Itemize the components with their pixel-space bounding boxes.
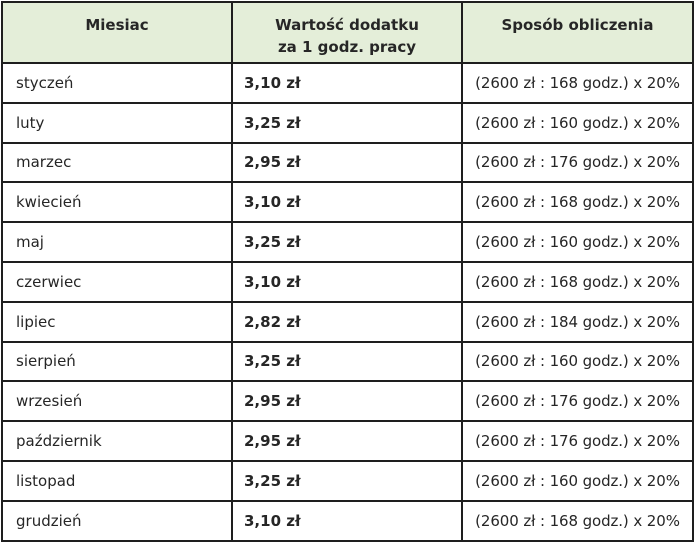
method-cell: (2600 zł : 160 godz.) x 20% <box>461 101 694 144</box>
table-row: luty 3,25 zł (2600 zł : 160 godz.) x 20% <box>1 101 694 144</box>
method-cell: (2600 zł : 160 godz.) x 20% <box>461 459 694 502</box>
table-row: czerwiec 3,10 zł (2600 zł : 168 godz.) x… <box>1 260 694 303</box>
table-row: maj 3,25 zł (2600 zł : 160 godz.) x 20% <box>1 221 694 263</box>
method-cell: (2600 zł : 176 godz.) x 20% <box>461 141 694 184</box>
header-value-label-line1: Wartość dodatku <box>275 16 419 34</box>
value-cell: 2,95 zł <box>231 141 463 184</box>
value-cell: 3,10 zł <box>231 62 463 104</box>
table-row: grudzień 3,10 zł (2600 zł : 168 godz.) x… <box>1 499 694 542</box>
value-cell: 3,25 zł <box>231 459 463 502</box>
method-cell: (2600 zł : 184 godz.) x 20% <box>461 300 694 343</box>
table-row: październik 2,95 zł (2600 zł : 176 godz.… <box>1 420 694 462</box>
value-cell: 3,10 zł <box>231 260 463 303</box>
header-method: Sposób obliczenia <box>461 1 694 64</box>
method-cell: (2600 zł : 160 godz.) x 20% <box>461 221 694 263</box>
method-cell: (2600 zł : 176 godz.) x 20% <box>461 380 694 423</box>
table-row: marzec 2,95 zł (2600 zł : 176 godz.) x 2… <box>1 141 694 184</box>
value-cell: 3,10 zł <box>231 181 463 224</box>
month-cell: czerwiec <box>1 260 233 303</box>
header-month-label: Miesiac <box>85 16 149 34</box>
table-row: listopad 3,25 zł (2600 zł : 160 godz.) x… <box>1 459 694 502</box>
header-value: Wartość dodatku za 1 godz. pracy <box>231 1 463 64</box>
method-cell: (2600 zł : 168 godz.) x 20% <box>461 181 694 224</box>
month-cell: wrzesień <box>1 380 233 423</box>
month-cell: sierpień <box>1 340 233 383</box>
method-cell: (2600 zł : 160 godz.) x 20% <box>461 340 694 383</box>
month-cell: marzec <box>1 141 233 184</box>
header-method-label: Sposób obliczenia <box>501 16 654 34</box>
month-cell: październik <box>1 420 233 462</box>
table-row: lipiec 2,82 zł (2600 zł : 184 godz.) x 2… <box>1 300 694 343</box>
month-cell: listopad <box>1 459 233 502</box>
value-cell: 3,25 zł <box>231 340 463 383</box>
method-cell: (2600 zł : 168 godz.) x 20% <box>461 62 694 104</box>
value-cell: 2,95 zł <box>231 420 463 462</box>
method-cell: (2600 zł : 168 godz.) x 20% <box>461 499 694 542</box>
month-cell: lipiec <box>1 300 233 343</box>
table-row: styczeń 3,10 zł (2600 zł : 168 godz.) x … <box>1 62 694 104</box>
month-cell: luty <box>1 101 233 144</box>
table-row: kwiecień 3,10 zł (2600 zł : 168 godz.) x… <box>1 181 694 224</box>
value-cell: 3,10 zł <box>231 499 463 542</box>
method-cell: (2600 zł : 168 godz.) x 20% <box>461 260 694 303</box>
month-cell: styczeń <box>1 62 233 104</box>
table-row: sierpień 3,25 zł (2600 zł : 160 godz.) x… <box>1 340 694 383</box>
header-value-label-line2: za 1 godz. pracy <box>277 38 417 56</box>
value-cell: 2,95 zł <box>231 380 463 423</box>
value-cell: 3,25 zł <box>231 221 463 263</box>
value-cell: 2,82 zł <box>231 300 463 343</box>
month-cell: maj <box>1 221 233 263</box>
month-cell: grudzień <box>1 499 233 542</box>
method-cell: (2600 zł : 176 godz.) x 20% <box>461 420 694 462</box>
month-cell: kwiecień <box>1 181 233 224</box>
header-row: Miesiac Wartość dodatku za 1 godz. pracy… <box>1 1 694 64</box>
table-row: wrzesień 2,95 zł (2600 zł : 176 godz.) x… <box>1 380 694 423</box>
header-month: Miesiac <box>1 1 233 64</box>
value-cell: 3,25 zł <box>231 101 463 144</box>
